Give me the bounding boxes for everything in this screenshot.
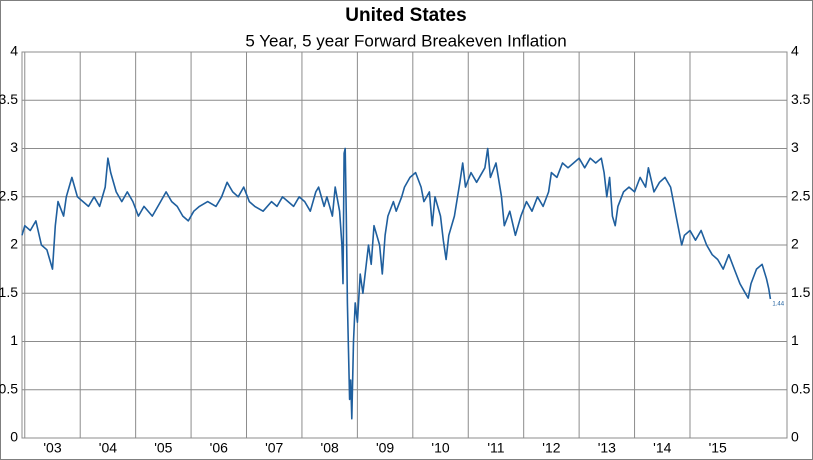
x-tick-label: '10: [431, 440, 449, 456]
y-tick-label: 2: [10, 236, 18, 252]
end-value-label: 1.44: [772, 302, 784, 308]
y2-tick-label: 0: [791, 429, 799, 445]
data-line: [21, 147, 772, 420]
y-tick-label: 3.5: [0, 91, 18, 107]
y2-tick-label: 0.5: [791, 380, 811, 396]
x-tick-label: '09: [376, 440, 394, 456]
y2-tick-label: 3.5: [791, 91, 811, 107]
chart-title: United States: [345, 5, 466, 26]
x-tick-label: '07: [265, 440, 283, 456]
y-tick-label: 3: [10, 139, 18, 155]
y-tick-label: 4: [10, 43, 18, 59]
y2-tick-label: 1: [791, 332, 799, 348]
y2-tick-label: 3: [791, 139, 799, 155]
y-tick-label: 2.5: [0, 187, 18, 203]
y-tick-label: 1.5: [0, 284, 18, 300]
y-tick-label: 1: [10, 332, 18, 348]
x-tick-label: '05: [154, 440, 172, 456]
y-tick-label: 0: [10, 429, 18, 445]
x-tick-label: '14: [653, 440, 671, 456]
x-tick-label: '04: [99, 440, 117, 456]
chart-subtitle: 5 Year, 5 year Forward Breakeven Inflati…: [245, 31, 566, 50]
x-tick-label: '03: [43, 440, 61, 456]
x-tick-label: '12: [542, 440, 560, 456]
y2-tick-label: 4: [791, 43, 799, 59]
y2-tick-label: 2.5: [791, 187, 811, 203]
x-tick-label: '11: [487, 440, 504, 456]
y-tick-label: 0.5: [0, 380, 18, 396]
x-tick-label: '13: [598, 440, 616, 456]
y2-tick-label: 2: [791, 236, 799, 252]
x-tick-label: '15: [709, 440, 727, 456]
plot-frame: [21, 51, 788, 439]
x-tick-label: '08: [321, 440, 339, 456]
x-tick-label: '06: [210, 440, 228, 456]
y2-tick-label: 1.5: [791, 284, 811, 300]
